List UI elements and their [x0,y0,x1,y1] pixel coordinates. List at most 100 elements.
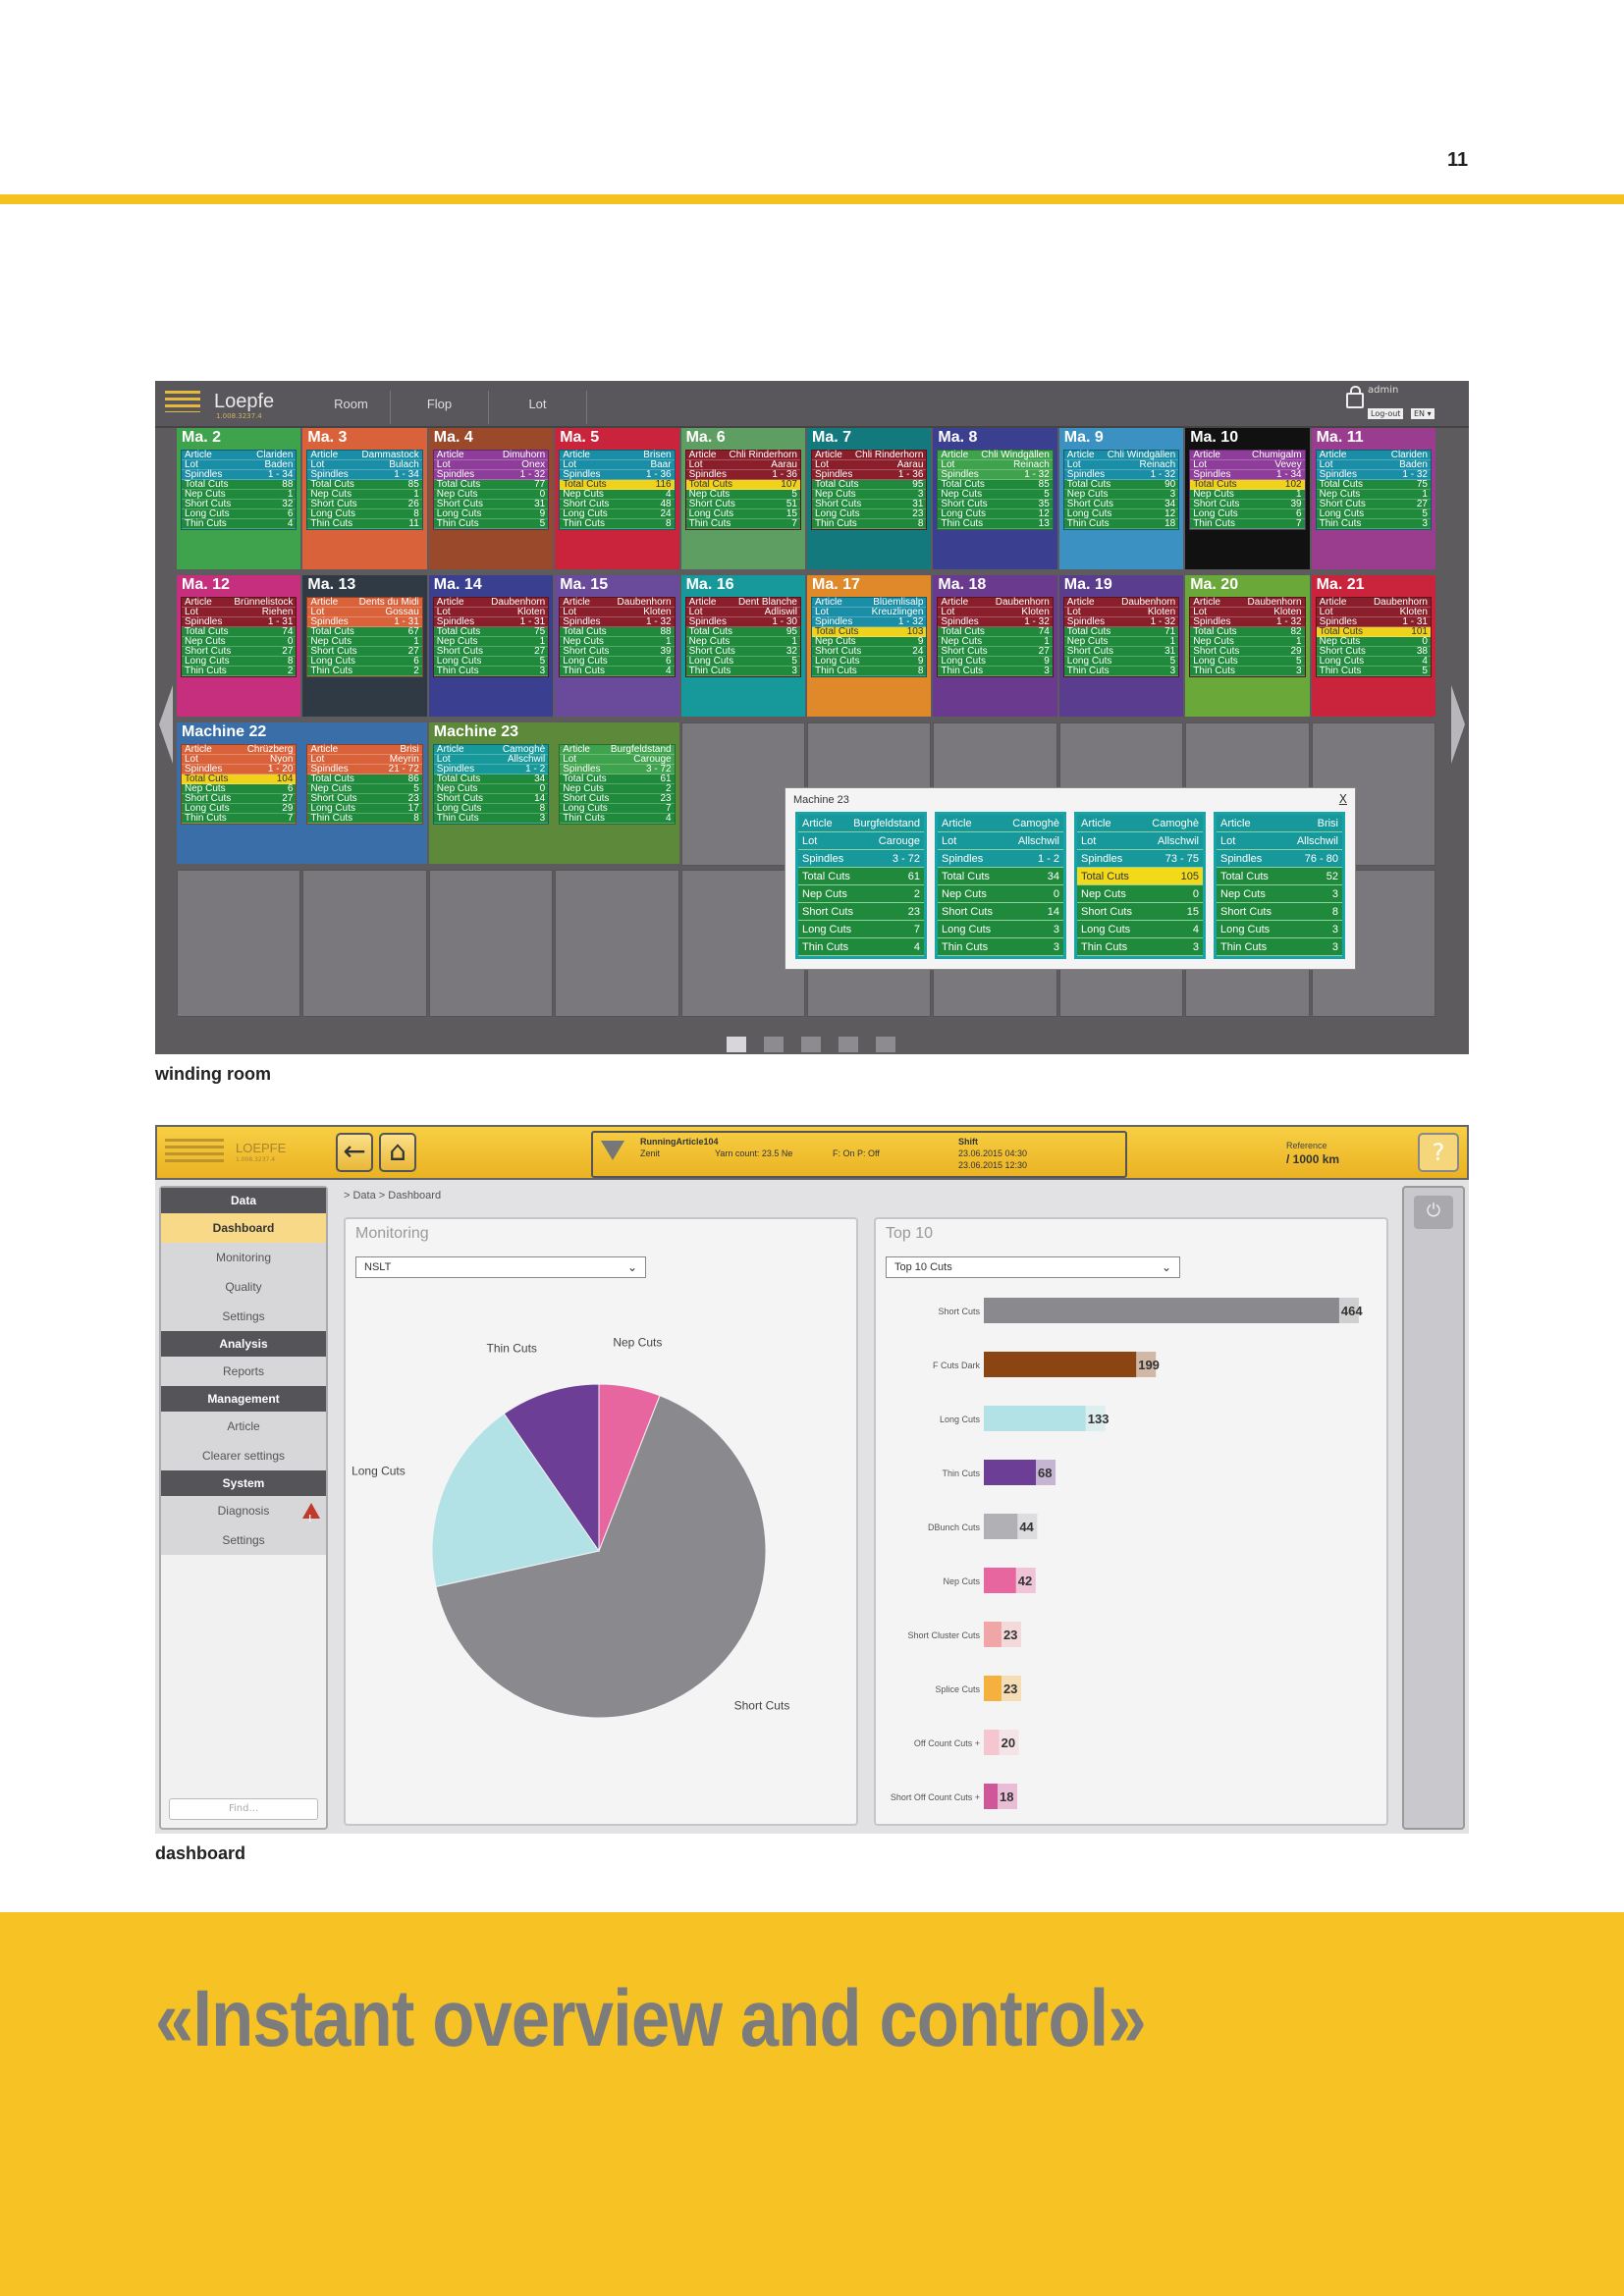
machine-tile[interactable]: Ma. 16 Article Dent Blanche Lot Adliswil Spin… [680,575,805,717]
popup-close-button[interactable]: X [1338,792,1347,806]
popup-row: Thin Cuts 4 [798,938,924,956]
sidebar-item-diagnosis[interactable]: Diagnosis [161,1496,326,1534]
tab-lot[interactable]: Lot [489,391,587,424]
sidebar-item-article[interactable]: Article [161,1412,326,1441]
top10-select[interactable]: Top 10 Cuts ⌄ [886,1256,1180,1278]
machine-stat-box[interactable]: Article Chli Windgällen Lot Reinach Spindles… [1062,450,1180,530]
logout-button[interactable]: Log-out [1368,408,1404,419]
sidebar-item-clearer-settings[interactable]: Clearer settings [161,1441,326,1470]
prev-page-arrow-icon[interactable] [159,685,173,764]
machine-stat-box[interactable]: Article Dents du Midi Lot Gossau Spindles 1 -… [306,597,423,677]
sidebar-item-monitoring[interactable]: Monitoring [161,1243,326,1272]
machine-stat-box[interactable]: Article Dimuhorn Lot Onex Spindles 1 - 32 Tota… [432,450,550,530]
stat-label: Short Cuts [310,646,357,657]
yarn-count: Yarn count: 23.5 Ne [715,1148,793,1158]
machine-stat-box[interactable]: Article Clariden Lot Baden Spindles 1 - 32 Tot… [1315,450,1432,530]
pager-dot[interactable] [839,1037,858,1052]
machine-stat-box[interactable]: Article Brisi Lot Meyrin Spindles 21 - 72 Tota… [306,744,423,825]
page-number: 11 [1447,149,1469,171]
machine-stat-box[interactable]: Article Daubenhorn Lot Kloten Spindles 1 - 31… [432,597,550,677]
machine-tile[interactable]: Ma. 17 Article Blüemlisalp Lot Kreuzlingen Sp… [807,575,932,717]
back-arrow-button[interactable]: ← [336,1133,373,1172]
next-page-arrow-icon[interactable] [1451,685,1465,764]
popup-column[interactable]: Article Camoghè Lot Allschwil Spindles 1 - 2 T… [935,812,1066,959]
machine-stat-box[interactable]: Article Daubenhorn Lot Kloten Spindles 1 - 32… [1189,597,1306,677]
machine-tile[interactable]: Ma. 10 Article Chumigalm Lot Vevey Spindles 1 … [1185,428,1310,569]
machine-tile[interactable]: Ma. 13 Article Dents du Midi Lot Gossau Spind… [302,575,427,717]
machine-tile[interactable]: Machine 23 Article Camoghè Lot Allschwil Spin… [428,722,679,864]
stat-row: Thin Cuts 4 [560,667,675,676]
stat-value: 52 [1326,871,1338,882]
stat-value: Vevey [1274,459,1302,470]
tab-flop[interactable]: Flop [391,391,489,424]
sidebar-item-reports[interactable]: Reports [161,1357,326,1386]
sidebar-item-dashboard[interactable]: Dashboard [161,1213,326,1243]
machine-stat-box[interactable]: Article Dent Blanche Lot Adliswil Spindles 1 … [684,597,801,677]
machine-stat-box[interactable]: Article Daubenhorn Lot Kloten Spindles 1 - 32… [1062,597,1180,677]
running-article-info[interactable]: RunningArticle104 Zenit Yarn count: 23.5… [591,1131,1127,1178]
stat-value: 29 [1290,646,1302,657]
stat-label: Lot [941,607,955,617]
machine-tile[interactable]: Ma. 11 Article Clariden Lot Baden Spindles 1 -… [1311,428,1435,569]
machine-tile[interactable]: Ma. 14 Article Daubenhorn Lot Kloten Spindles… [428,575,554,717]
machine-stat-box[interactable]: Article Chli Rinderhorn Lot Aarau Spindles 1 … [684,450,801,530]
pager-dot[interactable] [876,1037,895,1052]
find-input[interactable]: Find... [169,1798,318,1820]
machine-stat-box[interactable]: Article Chli Rinderhorn Lot Aarau Spindles 1 … [811,450,928,530]
machine-tile[interactable]: Ma. 12 Article Brünnelistock Lot Riehen Spind… [177,575,301,717]
stat-value: Clariden [1390,450,1428,460]
machine-tile[interactable]: Ma. 18 Article Daubenhorn Lot Kloten Spindles… [933,575,1057,717]
popup-column[interactable]: Article Burgfeldstand Lot Carouge Spindles 3 … [795,812,927,959]
machine-tile[interactable]: Ma. 3 Article Dammastock Lot Bulach Spindles 1… [302,428,427,569]
machine-stat-box[interactable]: Article Burgfeldstand Lot Carouge Spindles 3 … [559,744,676,825]
machine-stat-box[interactable]: Article Daubenhorn Lot Kloten Spindles 1 - 32… [559,597,676,677]
machine-tile[interactable]: Ma. 9 Article Chli Windgällen Lot Reinach Spi… [1058,428,1184,569]
monitoring-select[interactable]: NSLT ⌄ [355,1256,646,1278]
bar-category-label: Thin Cuts [942,1468,980,1478]
language-select[interactable]: EN ▾ [1411,408,1435,419]
machine-stat-box[interactable]: Article Chumigalm Lot Vevey Spindles 1 - 34 To… [1189,450,1306,530]
machine-stat-box[interactable]: Article Chrüzberg Lot Nyon Spindles 1 - 20 Tot… [181,744,298,825]
machine-stat-box[interactable]: Article Chli Windgällen Lot Reinach Spindles… [937,450,1054,530]
machine-stat-box[interactable]: Article Daubenhorn Lot Kloten Spindles 1 - 32… [937,597,1054,677]
home-button[interactable]: ⌂ [379,1133,416,1172]
machine-tile[interactable]: Ma. 21 Article Daubenhorn Lot Kloten Spindles… [1311,575,1435,717]
machine-tile[interactable]: Ma. 20 Article Daubenhorn Lot Kloten Spindles… [1185,575,1310,717]
stat-value: 1 - 36 [897,469,924,480]
machine-tile[interactable]: Ma. 7 Article Chli Rinderhorn Lot Aarau Spind… [807,428,932,569]
sidebar-item-settings[interactable]: Settings [161,1525,326,1555]
machine-stat-box[interactable]: Article Dammastock Lot Bulach Spindles 1 - 34… [306,450,423,530]
machine-tile[interactable]: Ma. 6 Article Chli Rinderhorn Lot Aarau Spind… [680,428,805,569]
pager-dot[interactable] [764,1037,784,1052]
stat-label: Spindles [1081,853,1123,865]
pager-dot[interactable] [801,1037,821,1052]
machine-stat-box[interactable]: Article Blüemlisalp Lot Kreuzlingen Spindles… [811,597,928,677]
sidebar-item-quality[interactable]: Quality [161,1272,326,1302]
sidebar-item-settings[interactable]: Settings [161,1302,326,1331]
help-button[interactable]: ? [1418,1133,1459,1172]
machine-tile[interactable]: Machine 22 Article Chrüzberg Lot Nyon Spindle… [177,722,427,864]
power-button[interactable]: ⏻ [1414,1196,1453,1229]
machine-tile[interactable]: Ma. 2 Article Clariden Lot Baden Spindles 1 - … [177,428,301,569]
machine-tile[interactable]: Ma. 15 Article Daubenhorn Lot Kloten Spindles… [555,575,679,717]
machine-tile[interactable]: Ma. 19 Article Daubenhorn Lot Kloten Spindles… [1058,575,1184,717]
machine-stat-box[interactable]: Article Brisen Lot Baar Spindles 1 - 36 Total … [559,450,676,530]
machine-stat-box[interactable]: Article Daubenhorn Lot Kloten Spindles 1 - 31… [1315,597,1432,677]
popup-column[interactable]: Article Brisi Lot Allschwil Spindles 76 - 80 T… [1214,812,1345,959]
popup-column[interactable]: Article Camoghè Lot Allschwil Spindles 73 - 7… [1074,812,1206,959]
machine-tile[interactable]: Ma. 8 Article Chli Windgällen Lot Reinach Spi… [933,428,1057,569]
stat-row: Lot Kloten [938,607,1053,617]
stat-value: Burgfeldstand [853,818,920,829]
tab-room[interactable]: Room [312,391,391,424]
stat-label: Lot [185,607,198,617]
stat-value: Carouge [878,835,920,847]
machine-tile[interactable]: Ma. 5 Article Brisen Lot Baar Spindles 1 - 36 T… [555,428,679,569]
stat-row: Total Cuts 85 [307,480,422,490]
machine-tile[interactable]: Ma. 4 Article Dimuhorn Lot Onex Spindles 1 - 3… [428,428,554,569]
popup-row: Long Cuts 7 [798,921,924,938]
machine-stat-box[interactable]: Article Brünnelistock Lot Riehen Spindles 1 -… [181,597,298,677]
pager-dot[interactable] [727,1037,746,1052]
stat-label: Short Cuts [815,646,862,657]
machine-stat-box[interactable]: Article Clariden Lot Baden Spindles 1 - 34 Tot… [181,450,298,530]
